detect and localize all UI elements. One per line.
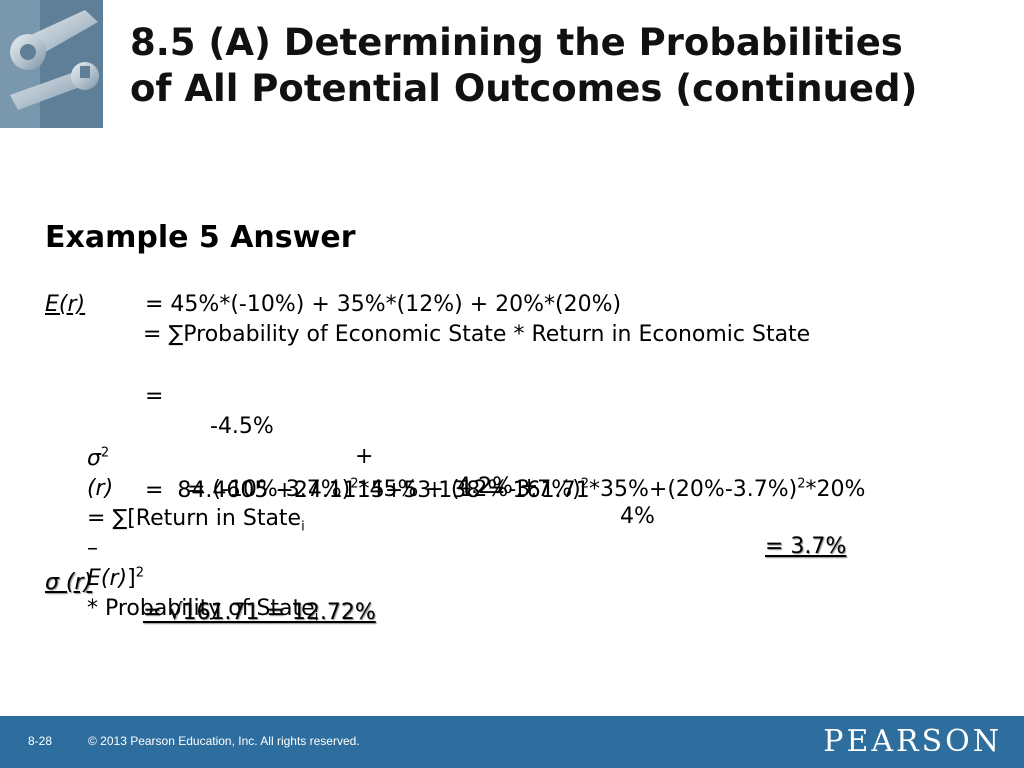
variance-substitution: = (-10%-3.7%)2*45% + (12%-3.7%)2*35%+(20…	[145, 445, 865, 535]
std-dev-line: σ (r) = √161.71 = 12.72%	[45, 538, 376, 658]
variance-term-a: = (-10%-3.7%)	[186, 477, 351, 502]
std-dev-result: = √161.71 = 12.72%	[143, 600, 376, 625]
wrench-icon	[0, 0, 103, 128]
variance-term-c: *35%+(20%-3.7%)	[589, 477, 798, 502]
std-dev-label: σ (r)	[45, 570, 93, 595]
variance-square: 2	[135, 565, 144, 581]
term-1: -4.5%	[210, 414, 274, 439]
state-subscript-2: i	[314, 609, 319, 625]
variance-term-b: *45% + (12%-3.7%)	[358, 477, 581, 502]
slide-title: 8.5 (A) Determining the Probabilities of…	[130, 20, 1010, 112]
expected-return-result: = 3.7%	[765, 534, 847, 559]
variance-formula-d: * Probability of State	[86, 596, 315, 621]
state-subscript: i	[301, 519, 305, 535]
variance-bracket: ]	[127, 566, 136, 591]
term-2: 4.2% +	[457, 474, 539, 499]
variance-definition: σ2 (r) = ∑[Return in Statei – E(r)]2 * P…	[45, 414, 318, 654]
term-3: 4%	[620, 504, 655, 529]
variance-er: E(r)	[86, 566, 128, 591]
variance-exponent: 2	[100, 445, 110, 461]
expected-return-formula: = ∑Probability of Economic State * Retur…	[143, 322, 811, 347]
example-heading: Example 5 Answer	[45, 220, 356, 255]
variance-result: = 84.4605 +24.1115+53.138 = 161.71	[145, 478, 590, 503]
copyright-text: © 2013 Pearson Education, Inc. All right…	[88, 734, 360, 748]
footer-bar: 8-28 © 2013 Pearson Education, Inc. All …	[0, 716, 1024, 768]
sigma-symbol: σ	[86, 446, 101, 471]
variance-r: (r)	[86, 476, 114, 501]
variance-formula-a: = ∑[Return in State	[86, 506, 302, 531]
expected-return-terms: = -4.5% + 4.2% + 4% = 3.7%	[45, 352, 846, 592]
terms-equals: =	[145, 384, 164, 409]
title-line-2: of All Potential Outcomes (continued)	[130, 67, 918, 110]
expected-return-definition: E(r) = ∑Probability of Economic State * …	[45, 260, 810, 380]
expected-return-label: E(r)	[45, 292, 86, 317]
variance-dash: –	[86, 536, 98, 561]
square-1: 2	[350, 476, 359, 492]
square-2: 2	[580, 476, 590, 492]
title-line-1: 8.5 (A) Determining the Probabilities	[130, 21, 903, 64]
pearson-logo: PEARSON	[823, 724, 1002, 759]
expected-return-substitution: = 45%*(-10%) + 35%*(12%) + 20%*(20%)	[145, 292, 622, 317]
page-number: 8-28	[28, 734, 53, 748]
square-3: 2	[797, 476, 806, 492]
term-plus: +	[355, 444, 374, 469]
variance-term-d: *20%	[805, 477, 866, 502]
